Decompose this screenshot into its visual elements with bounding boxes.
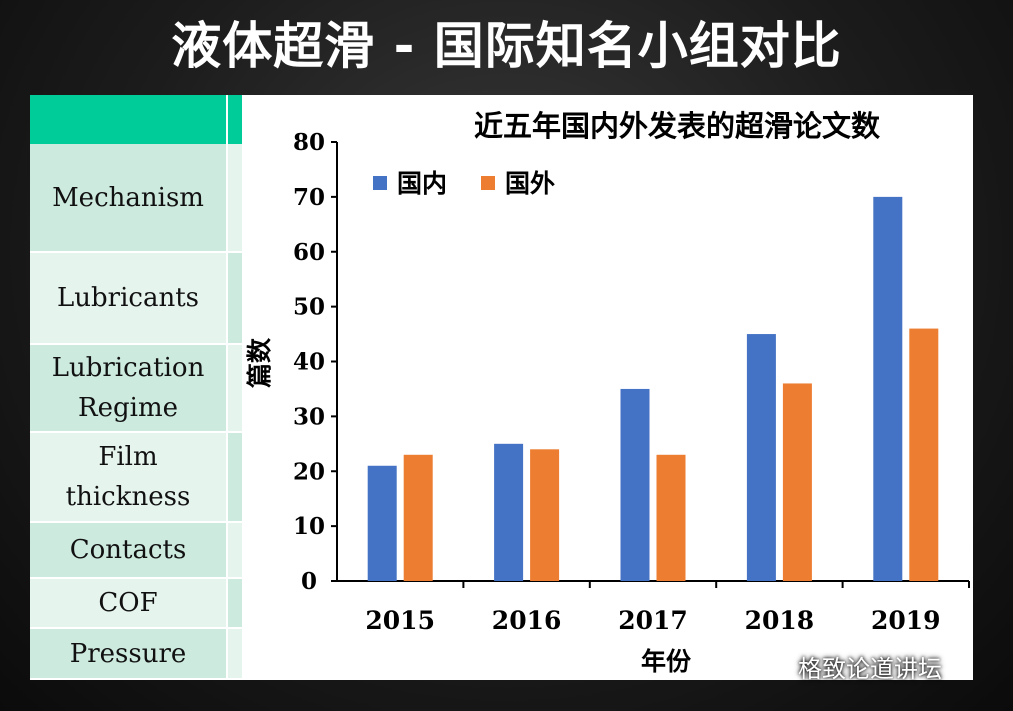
bar-foreign-2017 xyxy=(656,454,686,581)
param-row-mechanism: Mechanism xyxy=(30,144,226,253)
x-tick-label: 2018 xyxy=(745,606,815,635)
bar-foreign-2016 xyxy=(530,449,560,581)
x-tick-label: 2016 xyxy=(492,606,562,635)
parameter-table-header-strip xyxy=(228,95,242,144)
y-axis-label: 篇数 xyxy=(245,337,274,388)
content-panel: Mechanism Lubricants Lubrication Regime … xyxy=(30,95,973,680)
y-tick-label: 40 xyxy=(293,349,325,376)
bar-foreign-2018 xyxy=(782,383,812,581)
param-strip xyxy=(228,253,242,345)
bar-domestic-2018 xyxy=(746,334,776,581)
y-tick-label: 0 xyxy=(301,568,317,595)
param-label: Lubricants xyxy=(57,283,199,313)
watermark: 格致论道讲坛 xyxy=(760,644,1000,688)
y-tick-label: 80 xyxy=(293,129,325,156)
bar-domestic-2016 xyxy=(494,443,524,581)
watermark-text: 格致论道讲坛 xyxy=(798,654,942,683)
param-strip xyxy=(228,523,242,579)
legend-label: 国内 xyxy=(397,169,447,198)
param-row-lubricants: Lubricants xyxy=(30,253,226,345)
param-strip xyxy=(228,144,242,253)
bar-domestic-2015 xyxy=(367,465,397,581)
param-row-cof: COF xyxy=(30,579,226,629)
param-row-lubrication-regime: Lubrication Regime xyxy=(30,345,226,433)
x-tick-label: 2019 xyxy=(871,606,941,635)
param-label: Lubrication Regime xyxy=(51,353,205,423)
x-tick-label: 2015 xyxy=(365,606,435,635)
param-row-film-thickness: Film thickness xyxy=(30,433,226,523)
param-label: Film thickness xyxy=(65,442,191,512)
param-strip xyxy=(228,345,242,433)
param-strip xyxy=(228,629,242,680)
chart-title: 近五年国内外发表的超滑论文数 xyxy=(474,109,881,143)
y-tick-label: 10 xyxy=(293,513,325,540)
publications-bar-chart: 近五年国内外发表的超滑论文数 0 10 20 30 40 50 60 70 80 篇数 2015 201… xyxy=(245,109,970,676)
bar-domestic-2017 xyxy=(620,388,650,581)
y-tick-label: 60 xyxy=(293,239,325,266)
y-tick-label: 20 xyxy=(293,458,325,485)
legend-swatch xyxy=(481,176,495,190)
x-axis-label: 年份 xyxy=(641,647,691,676)
param-label: Mechanism xyxy=(52,182,204,213)
bar-foreign-2015 xyxy=(403,454,433,581)
param-label: Contacts xyxy=(69,535,187,565)
y-tick-label: 70 xyxy=(293,184,325,211)
param-label: Pressure xyxy=(69,638,187,669)
parameter-table-header xyxy=(30,95,226,146)
parameter-table: Mechanism Lubricants Lubrication Regime … xyxy=(30,95,242,680)
param-row-pressure: Pressure xyxy=(30,629,226,680)
bar-domestic-2019 xyxy=(873,196,903,581)
legend-swatch xyxy=(373,176,387,190)
param-strip xyxy=(228,433,242,523)
param-label: COF xyxy=(98,588,158,618)
param-strip xyxy=(228,579,242,629)
slide-title: 液体超滑 - 国际知名小组对比 xyxy=(171,17,842,75)
bar-foreign-2019 xyxy=(909,328,939,581)
y-tick-label: 50 xyxy=(293,294,325,321)
param-row-contacts: Contacts xyxy=(30,523,226,579)
x-tick-label: 2017 xyxy=(618,606,688,635)
y-tick-label: 30 xyxy=(293,403,325,430)
wechat-icon xyxy=(760,654,789,677)
legend-label: 国外 xyxy=(505,169,555,198)
